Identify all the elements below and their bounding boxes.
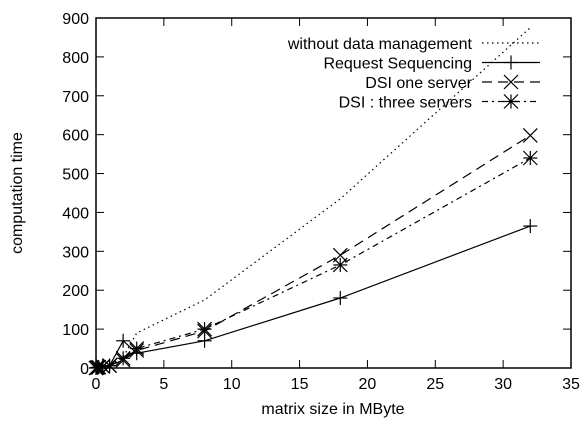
series-3-point-4 bbox=[102, 358, 117, 374]
series-3-point-3 bbox=[95, 359, 111, 374]
series-line-3 bbox=[95, 157, 531, 369]
x-tick-label-30: 30 bbox=[494, 376, 512, 393]
legend-marker-2 bbox=[503, 74, 519, 90]
x-tick-label-25: 25 bbox=[426, 376, 444, 393]
series-1-point-9 bbox=[523, 219, 538, 234]
y-tick-label-900: 900 bbox=[62, 11, 89, 28]
x-tick-label-5: 5 bbox=[159, 376, 168, 393]
axis-ticks: 0 5 10 15 20 25 30 35 0 100 200 300 400 500 600 700 800 9… bbox=[62, 11, 580, 393]
legend-marker-3 bbox=[503, 94, 519, 109]
series-3-point-8 bbox=[332, 257, 348, 273]
series-1-point-5 bbox=[116, 333, 131, 348]
y-tick-label-600: 600 bbox=[62, 128, 89, 145]
y-tick-label-500: 500 bbox=[62, 167, 89, 184]
x-tick-label-0: 0 bbox=[92, 376, 101, 393]
series-1-point-8 bbox=[333, 291, 348, 305]
legend-marker-1 bbox=[504, 55, 518, 70]
series-line-1 bbox=[95, 225, 531, 369]
legend-label-3: DSI : three servers bbox=[339, 95, 472, 112]
y-tick-label-200: 200 bbox=[62, 283, 89, 300]
series-3-point-7 bbox=[197, 321, 212, 337]
x-tick-label-20: 20 bbox=[359, 376, 377, 393]
series-2-point-9 bbox=[522, 128, 538, 143]
series-3-point-5 bbox=[115, 350, 131, 366]
y-tick-label-0: 0 bbox=[80, 361, 89, 378]
legend-label-2: DSI one server bbox=[365, 75, 472, 92]
legend: without data management Request Sequencin… bbox=[287, 36, 540, 112]
series-line-2 bbox=[95, 134, 531, 369]
series-3-point-9 bbox=[522, 150, 538, 166]
y-tick-label-100: 100 bbox=[62, 322, 89, 339]
plot-frame bbox=[95, 17, 572, 369]
y-tick-label-800: 800 bbox=[62, 50, 89, 67]
x-tick-label-10: 10 bbox=[223, 376, 241, 393]
y-tick-label-700: 700 bbox=[62, 89, 89, 106]
legend-label-1: Request Sequencing bbox=[323, 56, 472, 73]
series-layer bbox=[88, 27, 538, 376]
x-tick-label-15: 15 bbox=[291, 376, 309, 393]
x-axis-label: matrix size in MByte bbox=[261, 401, 404, 418]
y-tick-label-300: 300 bbox=[62, 244, 89, 261]
x-tick-label-35: 35 bbox=[562, 376, 580, 393]
y-axis-label: computation time bbox=[9, 132, 26, 254]
series-3-point-6 bbox=[129, 341, 145, 356]
y-tick-label-400: 400 bbox=[62, 205, 89, 222]
legend-label-0: without data management bbox=[287, 36, 473, 53]
